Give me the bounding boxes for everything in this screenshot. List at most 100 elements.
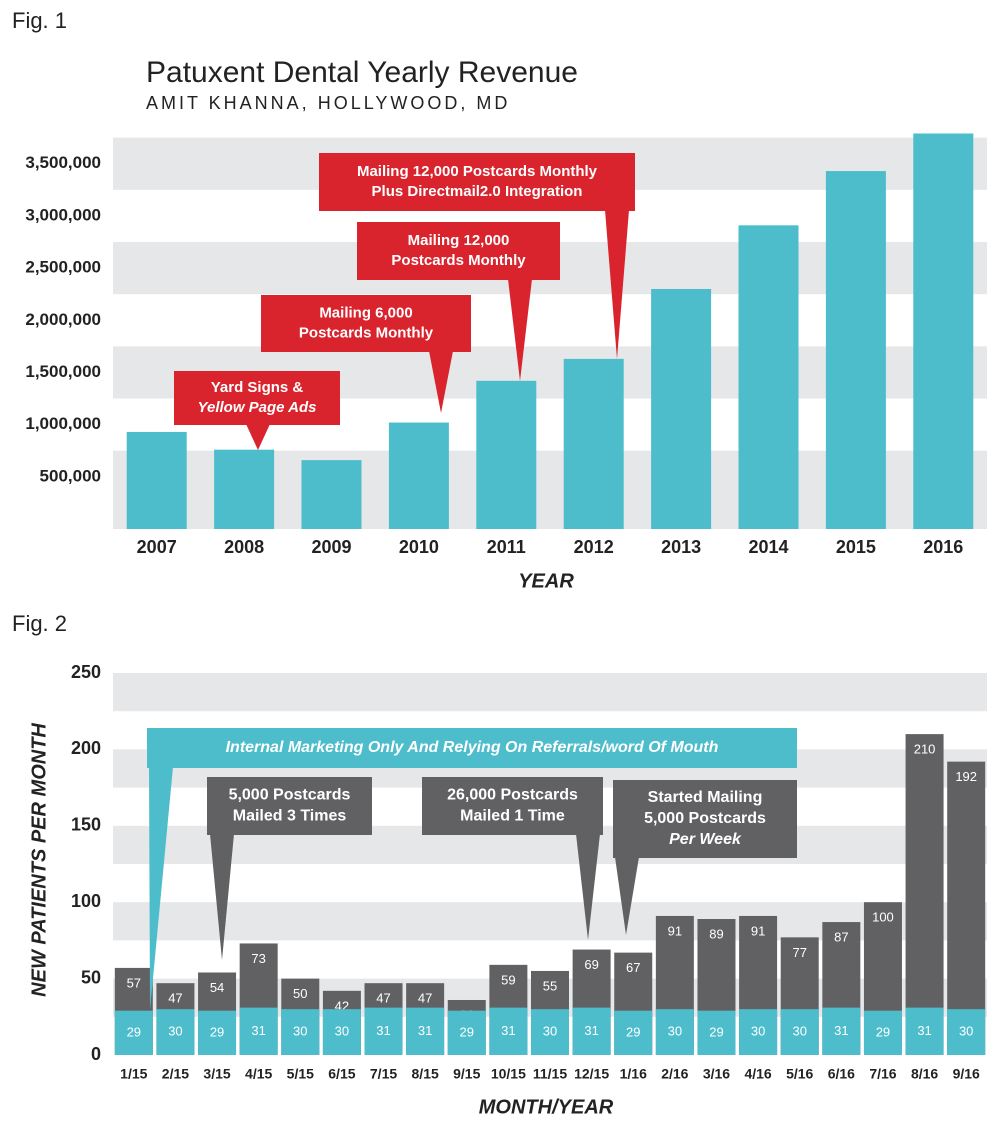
data-label: 100 [872, 910, 894, 925]
bar [947, 1009, 986, 1055]
annotation: 26,000 Postcards [447, 787, 578, 804]
annotation: Postcards Monthly [299, 324, 434, 341]
data-label: 31 [584, 1023, 598, 1038]
bar [863, 1010, 902, 1055]
bar [825, 171, 886, 530]
bar [780, 1009, 819, 1055]
x-tick-label: 5/16 [786, 1066, 813, 1082]
annotation: Plus Directmail2.0 Integration [372, 183, 583, 200]
annotation: 5,000 Postcards [644, 810, 766, 827]
data-label: 30 [668, 1024, 682, 1039]
data-label: 29 [626, 1024, 640, 1039]
bar [239, 1007, 278, 1055]
data-label: 69 [584, 957, 598, 972]
x-tick-label: 2015 [836, 537, 876, 557]
y-tick-label: 250 [71, 662, 101, 682]
x-tick-label: 2008 [224, 537, 264, 557]
data-label: 210 [914, 742, 936, 757]
data-label: 31 [501, 1023, 515, 1038]
bar [905, 1007, 944, 1055]
x-tick-label: 9/15 [453, 1066, 480, 1082]
chart-subtitle: AMIT KHANNA, HOLLYWOOD, MD [146, 93, 510, 113]
bar [563, 358, 624, 529]
annotation: Mailed 3 Times [233, 808, 347, 825]
bar [126, 431, 187, 529]
bar [322, 1009, 361, 1055]
x-tick-label: 8/15 [412, 1066, 439, 1082]
callout-pointer [246, 424, 270, 450]
data-label: 31 [834, 1023, 848, 1038]
x-axis-label: MONTH/YEAR [479, 1096, 614, 1118]
x-tick-label: 3/16 [703, 1066, 730, 1082]
bar [406, 1007, 445, 1055]
callout-box [207, 777, 372, 835]
x-tick-label: 2014 [748, 537, 788, 557]
callout-pointer [149, 767, 173, 1010]
y-tick-label: 1,000,000 [25, 414, 101, 433]
annotation: Mailing 6,000 [319, 304, 412, 321]
data-label: 54 [210, 980, 224, 995]
data-label: 30 [543, 1024, 557, 1039]
data-label: 77 [792, 945, 806, 960]
bar [156, 1009, 195, 1055]
data-label: 30 [751, 1024, 765, 1039]
x-tick-label: 2012 [574, 537, 614, 557]
data-label: 31 [418, 1023, 432, 1038]
callout-box [147, 728, 797, 768]
data-label: 47 [376, 991, 390, 1006]
callout-box [261, 295, 471, 352]
x-tick-label: 6/16 [828, 1066, 855, 1082]
data-label: 30 [959, 1024, 973, 1039]
annotation: Mailing 12,000 [408, 232, 510, 249]
bar [905, 734, 944, 1055]
data-label: 57 [127, 975, 141, 990]
x-tick-label: 7/16 [869, 1066, 896, 1082]
data-label: 30 [168, 1024, 182, 1039]
bar [198, 1010, 237, 1055]
bar [947, 761, 986, 1055]
bar [738, 225, 799, 530]
data-label: 29 [127, 1024, 141, 1039]
bar [531, 1009, 569, 1055]
bar [913, 133, 974, 529]
x-tick-label: 2009 [311, 537, 351, 557]
callout-box [422, 777, 603, 835]
chart-title: Patuxent Dental Yearly Revenue [146, 56, 578, 89]
bar [489, 1007, 528, 1055]
x-tick-label: 1/15 [120, 1066, 147, 1082]
x-tick-label: 9/16 [953, 1066, 980, 1082]
annotation: Postcards Monthly [391, 252, 526, 269]
x-tick-label: 2/16 [661, 1066, 688, 1082]
bar [301, 460, 362, 529]
figure-label: Fig. 1 [12, 8, 67, 33]
x-tick-label: 2016 [923, 537, 963, 557]
bar [822, 1007, 861, 1055]
y-tick-label: 0 [91, 1044, 101, 1064]
data-label: 87 [834, 930, 848, 945]
x-tick-label: 4/15 [245, 1066, 272, 1082]
data-label: 91 [751, 923, 765, 938]
y-tick-label: 2,500,000 [25, 258, 101, 277]
x-tick-label: 2/15 [162, 1066, 189, 1082]
data-label: 30 [792, 1024, 806, 1039]
data-label: 30 [293, 1024, 307, 1039]
data-label: 91 [668, 923, 682, 938]
data-label: 67 [626, 960, 640, 975]
bar [739, 1009, 778, 1055]
annotation: Internal Marketing Only And Relying On R… [226, 739, 719, 756]
x-tick-label: 2007 [137, 537, 177, 557]
data-label: 29 [210, 1024, 224, 1039]
bar [364, 1007, 403, 1055]
x-tick-label: 3/15 [203, 1066, 230, 1082]
data-label: 29 [709, 1024, 723, 1039]
callout-pointer [576, 834, 600, 940]
x-tick-label: 7/15 [370, 1066, 397, 1082]
grid-band [113, 673, 987, 712]
bar [655, 1009, 694, 1055]
data-label: 29 [876, 1024, 890, 1039]
figure-label: Fig. 2 [12, 611, 67, 636]
callout-pointer [615, 857, 639, 935]
annotation: Yellow Page Ads [198, 399, 317, 416]
bar [447, 1010, 486, 1055]
